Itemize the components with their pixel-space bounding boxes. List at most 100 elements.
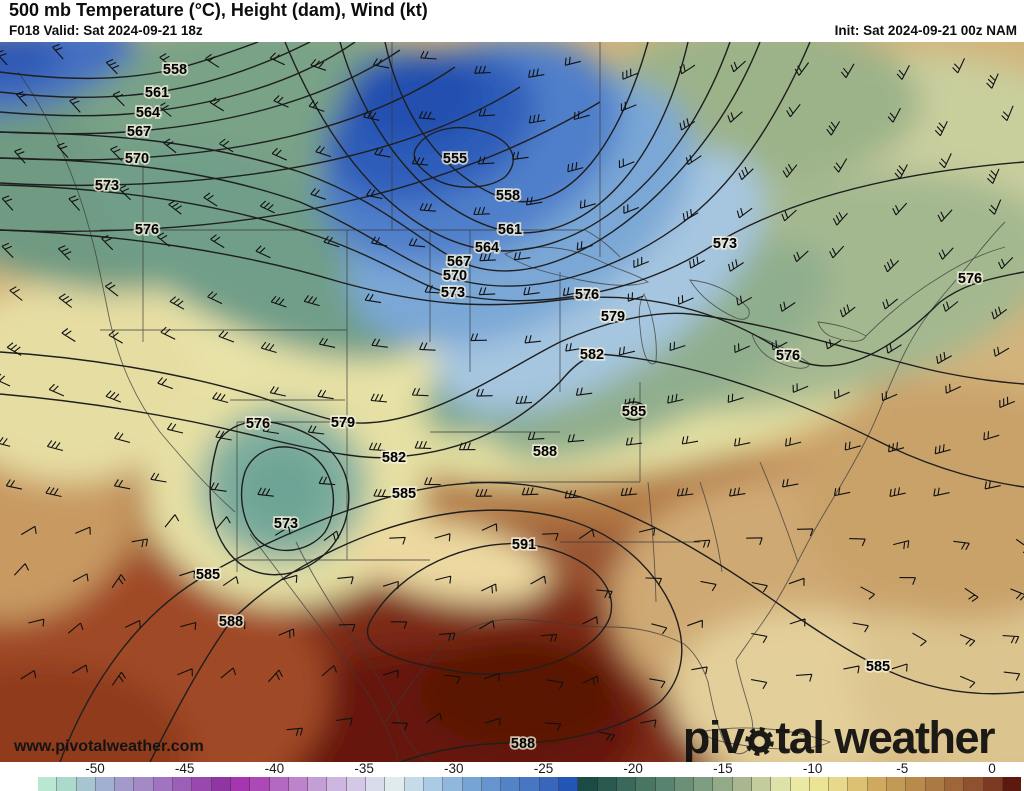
contour-label: 564 [475,240,499,256]
height-contours [0,42,1024,762]
colorbar-tick-label: -35 [354,761,374,776]
colorbar-cell [713,777,733,791]
colorbar-tick-label: -45 [174,761,195,776]
contour-label: 573 [274,516,298,532]
colorbar-cell [95,777,116,791]
colorbar-cell [173,777,193,791]
contour-label: 555 [443,151,467,167]
colorbar-cell [848,777,868,791]
contour-label: 567 [127,124,151,140]
contour-label: 573 [95,178,119,194]
header: 500 mb Temperature (°C), Height (dam), W… [0,0,1024,42]
forecast-valid-time: F018 Valid: Sat 2024-09-21 18z [9,23,203,38]
contour-label: 576 [575,287,599,303]
contour-label: 591 [512,537,536,553]
contour-label: 585 [622,404,646,420]
colorbar-cell [829,777,849,791]
colorbar-cell [211,777,231,791]
temperature-shading [0,42,1024,762]
colorbar-cell [153,777,174,791]
colorbar-cell [694,777,714,791]
colorbar-cell [501,777,521,791]
colorbar-cell [134,777,154,791]
colorbar-cell [809,777,830,791]
contour-label: 564 [136,105,160,121]
contour-label: 561 [498,222,522,238]
weather-map: 558 561 564 567 570 573 576 555 558 561 564 567 570 5… [0,42,1024,764]
contour-label: 567 [447,254,471,270]
colorbar-tick-label: -15 [713,761,733,776]
contour-label: 576 [776,348,800,364]
colorbar-cell [925,777,945,791]
colorbar-cell [462,777,482,791]
colorbar-cell [269,777,289,791]
colorbar-tick-label: -20 [623,761,643,776]
colorbar-cell [674,777,695,791]
colorbar-cell [597,777,617,791]
contour-label: 573 [713,236,737,252]
colorbar-cell [481,777,502,791]
colorbar-tick-label: -30 [444,761,464,776]
colorbar-cell [559,777,579,791]
colorbar-cell [636,777,656,791]
colorbar-cell [751,777,772,791]
colorbar-cell [655,777,675,791]
contour-label: 588 [533,444,557,460]
colorbar-cell [308,777,328,791]
contour-label: 585 [196,567,220,583]
temperature-colorbar: -50 -45 -40 -35 -30 -25 -20 -15 -10 -5 0 [0,761,1024,791]
map-title: 500 mb Temperature (°C), Height (dam), W… [9,0,428,20]
contour-label: 576 [246,416,270,432]
colorbar-cell [288,777,309,791]
colorbar-cell [732,777,752,791]
colorbar-cell [983,777,1003,791]
contour-label: 570 [443,268,467,284]
colorbar-cell [404,777,424,791]
colorbar-cell [616,777,637,791]
colorbar-ticks: -50 -45 -40 -35 -30 -25 -20 -15 -10 -5 0 [0,761,1024,777]
contour-labels: 5585615645675705735765555585615645675705… [93,60,984,754]
contour-label: 570 [125,151,149,167]
colorbar-cell [192,777,212,791]
colorbar-cell [327,777,347,791]
colorbar-cell [38,777,58,791]
colorbar-cell [230,777,251,791]
colorbar-cell [964,777,984,791]
contour-label: 579 [601,309,625,325]
contour-label: 585 [866,659,890,675]
contour-label: 579 [331,415,355,431]
colorbar-tick-label: -40 [264,761,285,776]
contour-label: 576 [958,271,982,287]
logo-text-right: tal weather [775,712,995,763]
colorbar-cells [38,777,1022,791]
contour-label: 558 [496,188,520,204]
contour-label: 585 [392,486,416,502]
contour-label: 561 [145,85,169,101]
contour-label: 582 [580,347,604,363]
colorbar-tick-label: -25 [533,761,554,776]
colorbar-cell [443,777,463,791]
colorbar-cell [250,777,270,791]
colorbar-tick-label: 0 [988,761,996,776]
contour-label: 573 [441,285,465,301]
colorbar-cell [867,777,888,791]
colorbar-tick-label: -50 [85,761,105,776]
colorbar-cell [771,777,791,791]
colorbar-cell [887,777,907,791]
contour-label: 576 [135,222,159,238]
colorbar-cell [944,777,965,791]
colorbar-cell [423,777,444,791]
pivotal-weather-logo: piv tal weather [683,712,996,764]
contour-label: 588 [511,736,535,752]
colorbar-cell [520,777,540,791]
colorbar-cell [76,777,96,791]
colorbar-cell [115,777,135,791]
wind-barbs [0,43,1024,742]
model-init-time: Init: Sat 2024-09-21 00z NAM [834,23,1017,38]
colorbar-cell [790,777,810,791]
gear-icon [745,726,775,756]
contour-label: 582 [382,450,406,466]
colorbar-tick-label: -5 [896,761,909,776]
colorbar-cell [1002,777,1022,791]
